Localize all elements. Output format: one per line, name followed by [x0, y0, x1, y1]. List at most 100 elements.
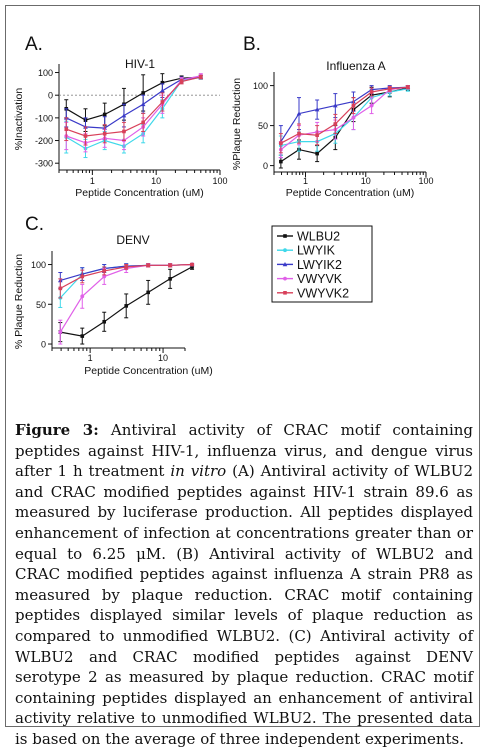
x-axis-label: Peptide Concentration (uM): [84, 365, 212, 377]
x-axis-label: Peptide Concentration (uM): [75, 187, 203, 199]
x-tick-label: 10: [361, 176, 371, 186]
data-point: [279, 159, 283, 164]
data-point: [58, 330, 63, 335]
series-line: [280, 86, 408, 142]
y-tick-label: 0: [41, 340, 46, 350]
legend-marker: [282, 262, 288, 267]
x-tick-label: 1: [303, 176, 308, 186]
data-point: [122, 129, 126, 134]
data-point: [146, 263, 150, 268]
data-point: [168, 277, 172, 281]
y-tick-label: -300: [35, 159, 53, 169]
data-point: [297, 131, 301, 136]
data-point: [168, 263, 172, 268]
series-3: [63, 74, 204, 140]
chart-title: HIV-1: [125, 57, 155, 71]
legend-marker: [283, 248, 287, 253]
series-line: [65, 76, 201, 150]
data-point: [160, 80, 165, 85]
series-line: [65, 76, 201, 121]
y-tick-label: 100: [253, 81, 268, 91]
panel-label: C.: [25, 214, 44, 235]
y-axis-label: %Inactivation: [13, 88, 25, 151]
data-point: [121, 113, 127, 118]
data-point: [80, 294, 85, 299]
data-point: [83, 134, 88, 138]
data-point: [315, 151, 319, 156]
data-point: [190, 265, 194, 269]
legend-marker: [283, 234, 287, 238]
caption-italic: in vitro: [170, 462, 227, 481]
data-point: [124, 265, 129, 269]
chart-title: Influenza A: [326, 59, 385, 73]
legend-marker: [283, 291, 287, 295]
legend-label: LWYIK: [297, 244, 336, 258]
x-tick-label: 1: [90, 176, 95, 186]
data-point: [369, 90, 374, 94]
y-tick-label: 100: [31, 260, 46, 270]
data-point: [102, 274, 107, 279]
y-axis-label: %Plaque Reduction: [231, 78, 243, 170]
x-tick-label: 100: [418, 176, 433, 186]
x-tick-label: 10: [158, 353, 168, 363]
legend-label: VWYVK2: [297, 286, 349, 300]
series-line: [66, 76, 201, 129]
data-point: [351, 103, 356, 108]
series-5: [64, 74, 203, 146]
x-tick-label: 10: [151, 176, 161, 186]
panel-label: B.: [243, 34, 261, 55]
data-point: [333, 103, 338, 108]
chart-panel-2: B. Influenza A 100 50 0 1 10 100 Peptide Concent…: [231, 34, 434, 199]
data-point: [387, 87, 392, 91]
series-line: [280, 86, 408, 151]
data-point: [140, 101, 146, 107]
data-point: [102, 112, 107, 117]
data-point: [315, 133, 319, 137]
figure-caption: Figure 3: Antiviral activity of CRAC mot…: [15, 420, 473, 750]
data-point: [141, 91, 145, 95]
data-point: [80, 334, 85, 338]
data-point: [64, 127, 69, 131]
chart-panel-1: A. HIV-1 100 0 -100 -200 -300 1 10 100 Peptide Con…: [13, 34, 228, 199]
y-tick-label: 0: [48, 91, 53, 101]
data-point: [124, 304, 129, 308]
panel-label: A.: [25, 34, 43, 55]
chart-panel-3: C. DENV 100 50 0 1 10 Peptide Concentration (uM…: [13, 214, 213, 377]
data-point: [160, 100, 165, 104]
data-point: [190, 262, 194, 267]
y-tick-label: 50: [36, 300, 46, 310]
series-line: [66, 75, 201, 144]
data-point: [146, 290, 150, 295]
caption-label: Figure 3:: [15, 421, 99, 439]
x-tick-label: 100: [212, 176, 227, 186]
legend-label: LWYIK2: [297, 258, 342, 272]
data-point: [160, 88, 165, 93]
data-point: [279, 141, 283, 145]
data-point: [314, 107, 320, 112]
data-point: [179, 79, 184, 84]
y-tick-label: 50: [258, 121, 268, 131]
data-point: [80, 274, 85, 279]
series-line: [66, 76, 201, 137]
series-5: [58, 262, 195, 299]
legend-label: VWYVK: [297, 272, 343, 286]
data-point: [102, 269, 107, 273]
legend-label: WLBU2: [297, 230, 340, 244]
caption-text-1: Antiviral activity of CRAC motif contain…: [15, 421, 473, 481]
y-tick-label: 0: [263, 161, 268, 171]
data-point: [102, 319, 107, 324]
y-axis-label: % Plaque Reduction: [13, 254, 25, 349]
data-point: [296, 111, 302, 116]
figure-frame: [5, 5, 480, 727]
data-point: [369, 103, 374, 108]
data-point: [58, 286, 63, 291]
y-tick-label: -200: [35, 136, 53, 146]
data-point: [406, 85, 410, 89]
chart-title: DENV: [116, 233, 149, 247]
y-tick-label: 100: [38, 68, 53, 78]
y-tick-label: -100: [35, 113, 53, 123]
x-tick-label: 1: [88, 353, 93, 363]
legend-marker: [283, 276, 287, 281]
x-axis-label: Peptide Concentration (uM): [286, 187, 414, 199]
series-1: [58, 264, 195, 345]
